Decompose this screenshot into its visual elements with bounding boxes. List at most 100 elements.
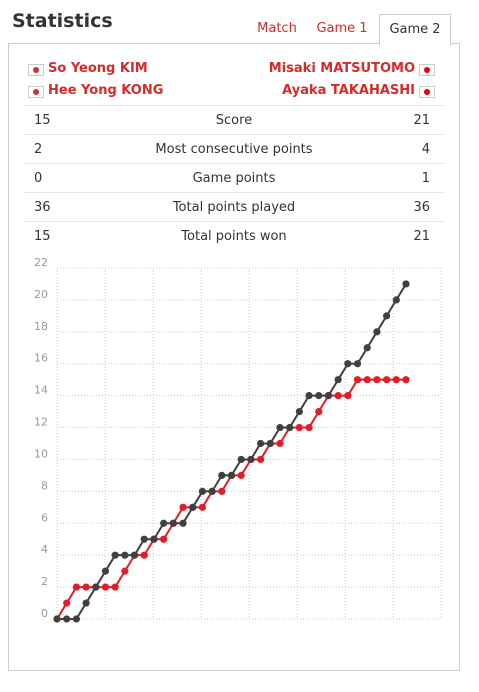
point (315, 392, 323, 400)
point (198, 503, 207, 511)
point (266, 439, 274, 448)
y-tick-label: 2 (41, 575, 48, 588)
point (276, 423, 284, 432)
point (92, 583, 100, 591)
stat-row: 2 Most consecutive points 4 (24, 134, 444, 164)
y-tick-label: 6 (41, 511, 48, 524)
stat-right: 36 (413, 200, 430, 215)
point (353, 376, 362, 384)
point (189, 503, 197, 511)
point (256, 439, 265, 448)
point (140, 551, 148, 559)
stat-row: 36 Total points played 36 (24, 192, 444, 222)
flag-kr (28, 64, 44, 76)
point (82, 583, 90, 591)
point (72, 583, 80, 591)
point (392, 296, 400, 304)
point (237, 455, 245, 464)
point (402, 280, 410, 288)
point (150, 535, 158, 543)
point (353, 360, 362, 368)
point (101, 567, 110, 575)
stat-left: 15 (34, 229, 51, 244)
stat-row: 0 Game points 1 (24, 163, 444, 193)
y-tick-label: 20 (34, 288, 48, 301)
stat-label: Total points won (181, 229, 287, 244)
point (227, 471, 236, 480)
point (140, 535, 148, 543)
point (383, 312, 391, 320)
y-tick-label: 22 (34, 256, 48, 269)
point (63, 615, 71, 623)
point (373, 328, 381, 336)
point (344, 392, 352, 400)
point (324, 392, 333, 400)
stat-left: 36 (34, 200, 51, 215)
stat-row: 15 Total points won 21 (24, 221, 444, 251)
stat-right: 1 (421, 171, 430, 186)
point (121, 551, 129, 559)
point (247, 455, 255, 464)
point (276, 439, 284, 448)
point (334, 376, 342, 384)
panel (8, 43, 460, 671)
point (121, 567, 129, 575)
tab-active[interactable]: Game 2 (379, 14, 451, 46)
player: So Yeong KIM (48, 61, 148, 76)
stat-left: 0 (34, 171, 43, 186)
tab[interactable]: Match (257, 21, 297, 36)
point (198, 487, 207, 495)
point (111, 583, 119, 591)
point (160, 535, 168, 543)
point (237, 471, 245, 480)
y-tick-label: 16 (34, 352, 48, 365)
stat-label: Score (215, 113, 253, 128)
point (392, 376, 400, 384)
flag-jp (419, 86, 435, 98)
y-tick-label: 10 (34, 447, 48, 460)
series-line (56, 378, 406, 620)
flag-jp (419, 64, 435, 76)
point (218, 487, 226, 495)
stat-left: 2 (34, 142, 43, 157)
stat-right: 21 (413, 113, 430, 128)
point (72, 615, 80, 623)
stat-right: 4 (421, 142, 430, 157)
stat-row: 15 Score 21 (24, 105, 444, 135)
point (344, 360, 352, 368)
point (402, 376, 410, 384)
y-tick-label: 8 (41, 479, 48, 492)
point (295, 407, 303, 416)
point (130, 551, 139, 559)
point (305, 392, 313, 400)
point (256, 455, 265, 464)
player: Hee Yong KONG (48, 83, 164, 98)
point (179, 503, 187, 511)
point (63, 599, 71, 607)
stat-label: Most consecutive points (155, 142, 313, 157)
stat-right: 21 (413, 229, 430, 244)
point (363, 376, 371, 384)
point (286, 423, 294, 432)
point (208, 487, 216, 495)
player: Ayaka TAKAHASHI (282, 83, 415, 98)
player: Misaki MATSUTOMO (268, 61, 415, 76)
point (363, 344, 371, 352)
stat-label: Game points (192, 171, 276, 186)
point (218, 471, 226, 480)
y-tick-label: 4 (41, 543, 48, 556)
point (315, 407, 323, 416)
point (101, 583, 110, 591)
point (305, 423, 313, 432)
title: Statistics (12, 10, 113, 32)
series-line (57, 283, 407, 620)
point (160, 519, 168, 527)
point (334, 392, 342, 400)
stat-label: Total points played (172, 200, 296, 215)
point (169, 519, 177, 527)
flag-kr (28, 86, 44, 98)
y-tick-label: 18 (34, 320, 48, 333)
point (383, 376, 391, 384)
tab[interactable]: Game 1 (316, 21, 368, 36)
